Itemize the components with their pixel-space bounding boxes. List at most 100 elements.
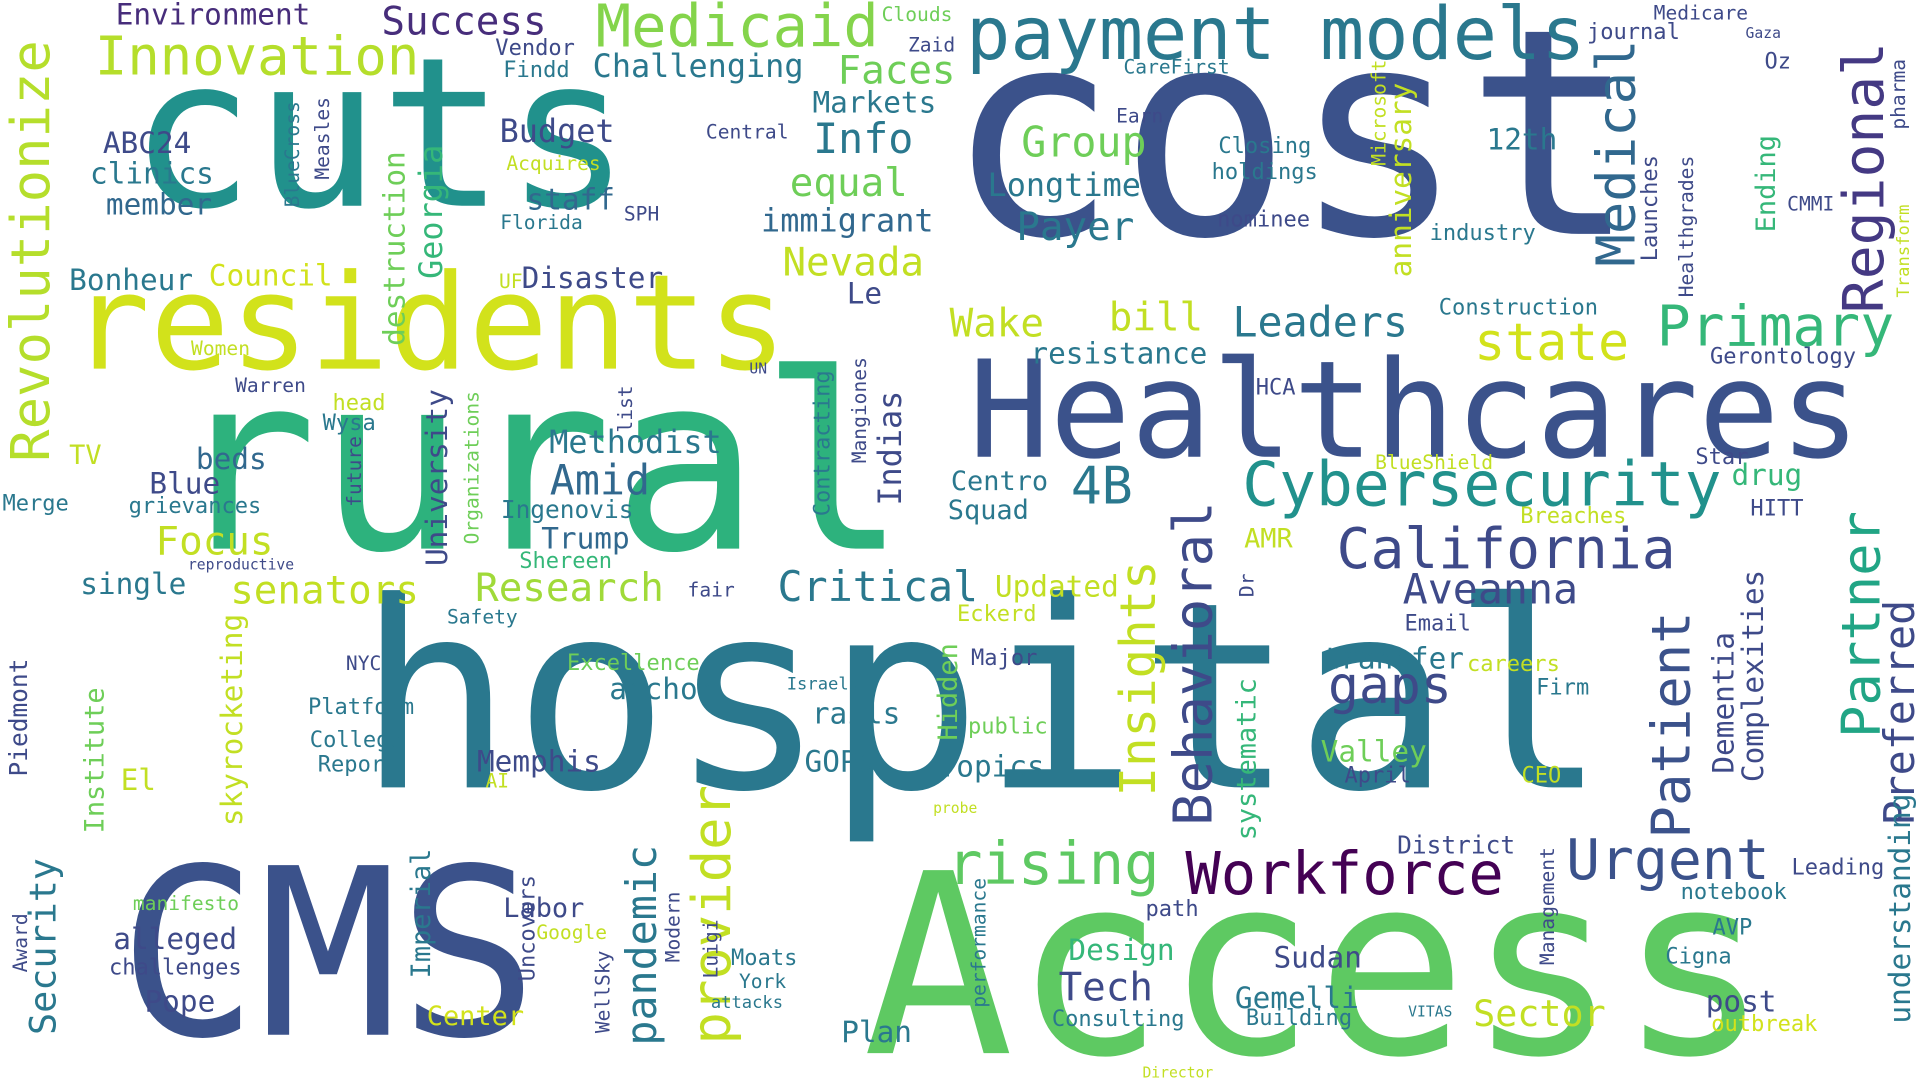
cloud-word: Wysa	[322, 410, 376, 436]
cloud-word: Primary	[1656, 292, 1895, 359]
cloud-word: Gaza	[1745, 24, 1781, 42]
cloud-word: Dementia	[1706, 632, 1741, 774]
cloud-word: Email	[1404, 611, 1471, 637]
cloud-word: Measles	[310, 97, 334, 180]
cloud-word: Luigi	[699, 919, 723, 979]
cloud-word: Faces	[837, 46, 956, 94]
cloud-word: Cybersecurity	[1242, 449, 1722, 521]
cloud-word: Access	[862, 821, 1770, 1080]
cloud-word: NYC	[345, 651, 382, 675]
cloud-word: Design	[1068, 933, 1175, 968]
cloud-word: Warren	[235, 373, 306, 397]
cloud-word: journal	[1586, 19, 1680, 46]
cloud-word: University	[419, 389, 454, 567]
cloud-word: GOPs	[804, 744, 876, 779]
cloud-word: head	[332, 390, 386, 417]
cloud-word: bill	[1108, 293, 1204, 341]
cloud-word: Healthgrades	[1674, 155, 1699, 298]
cloud-word: TV	[69, 440, 102, 472]
cloud-word: equal	[789, 159, 908, 206]
cloud-word: District	[1397, 830, 1516, 860]
cloud-word: clinics	[90, 156, 214, 192]
cloud-word: Healthcares	[968, 331, 1861, 489]
cloud-word: HCA	[1255, 374, 1296, 401]
cloud-word: Sector	[1473, 993, 1606, 1036]
cloud-word: Star	[1695, 444, 1749, 471]
cloud-word: Google	[536, 920, 608, 945]
cloud-word: Wake	[949, 300, 1044, 347]
cloud-word: UN	[749, 360, 768, 378]
cloud-word: 12th	[1486, 122, 1558, 157]
cloud-word: Vendor	[495, 35, 575, 62]
cloud-word: Shereen	[519, 548, 613, 575]
cloud-word: Disaster	[521, 260, 664, 296]
cloud-word: CMMI	[1787, 192, 1835, 216]
cloud-word: cost	[945, 0, 1639, 302]
cloud-word: Trump	[541, 521, 630, 556]
cloud-word: payment models	[966, 0, 1586, 78]
cloud-word: Pope	[144, 984, 216, 1019]
cloud-word: Award	[8, 913, 32, 973]
cloud-word: Sudan	[1273, 940, 1362, 975]
cloud-word: SPH	[623, 202, 660, 226]
cloud-word: HITT	[1750, 495, 1804, 522]
cloud-word: Complexities	[1735, 569, 1770, 783]
cloud-word: drug	[1731, 457, 1803, 493]
cloud-word: Medicare	[1653, 1, 1749, 25]
cloud-word: Longtime	[987, 167, 1141, 205]
cloud-word: Piedmont	[3, 658, 34, 777]
cloud-word: Georgia	[413, 144, 451, 279]
cloud-word: Leading	[1791, 854, 1885, 881]
cloud-word: industry	[1429, 220, 1536, 247]
cloud-word: Info	[813, 115, 914, 165]
cloud-word: performance	[967, 877, 991, 1008]
cloud-word: pharma	[1886, 58, 1911, 130]
cloud-word: Ingenovis	[500, 494, 634, 525]
cloud-word: immigrant	[761, 203, 934, 241]
cloud-word: Safety	[446, 604, 518, 629]
cloud-word: holdings	[1211, 159, 1318, 185]
cloud-word: Aveanna	[1402, 565, 1579, 615]
cloud-word: Markets	[812, 85, 937, 121]
cloud-word: Gemelli	[1234, 980, 1359, 1016]
cloud-word: grievances	[128, 493, 262, 520]
cloud-word: Acquires	[506, 151, 601, 176]
cloud-word: Imperial	[406, 848, 438, 979]
cloud-word: Behavioral	[1161, 501, 1225, 826]
cloud-word: Excellence	[566, 650, 700, 676]
cloud-word: Memphis	[476, 744, 601, 779]
cloud-word: Director	[1142, 1064, 1214, 1080]
cloud-word: Innovation	[94, 25, 420, 89]
cloud-word: BlueCross	[280, 101, 304, 208]
cloud-word: Oz	[1764, 48, 1792, 75]
cloud-word: Group	[1021, 118, 1147, 168]
cloud-word: Valley	[1320, 734, 1427, 769]
cloud-word: post	[1705, 984, 1777, 1019]
cloud-word: rising	[947, 830, 1160, 899]
cloud-word: Platform	[307, 694, 415, 721]
cloud-word: Construction	[1438, 295, 1599, 321]
cloud-word: UF	[498, 269, 523, 293]
cloud-word: pandemic	[618, 845, 668, 1046]
cloud-word: public	[967, 713, 1048, 740]
cloud-word: Breaches	[1520, 503, 1627, 529]
cloud-word: Environment	[115, 0, 311, 32]
cloud-word: Cigna	[1665, 944, 1732, 970]
cloud-word: beds	[195, 442, 267, 477]
cloud-word: Topics	[938, 749, 1045, 784]
cloud-word: Critical	[777, 563, 979, 613]
cloud-word: Building	[1245, 1005, 1353, 1032]
cloud-word: member	[105, 187, 213, 222]
cloud-word: Payer	[1016, 203, 1135, 250]
cloud-word: CMS	[118, 819, 539, 1080]
cloud-word: Florida	[500, 210, 583, 234]
cloud-word: Methodist	[549, 424, 722, 462]
cloud-word: Eckerd	[956, 601, 1037, 627]
cloud-word: Hidden	[933, 643, 964, 741]
cloud-word: AI	[485, 768, 510, 793]
cloud-word: Amid	[549, 456, 651, 506]
cloud-word: Gerontology	[1710, 344, 1856, 370]
cloud-word: Organizations	[459, 391, 483, 545]
cloud-word: Research	[475, 564, 664, 612]
